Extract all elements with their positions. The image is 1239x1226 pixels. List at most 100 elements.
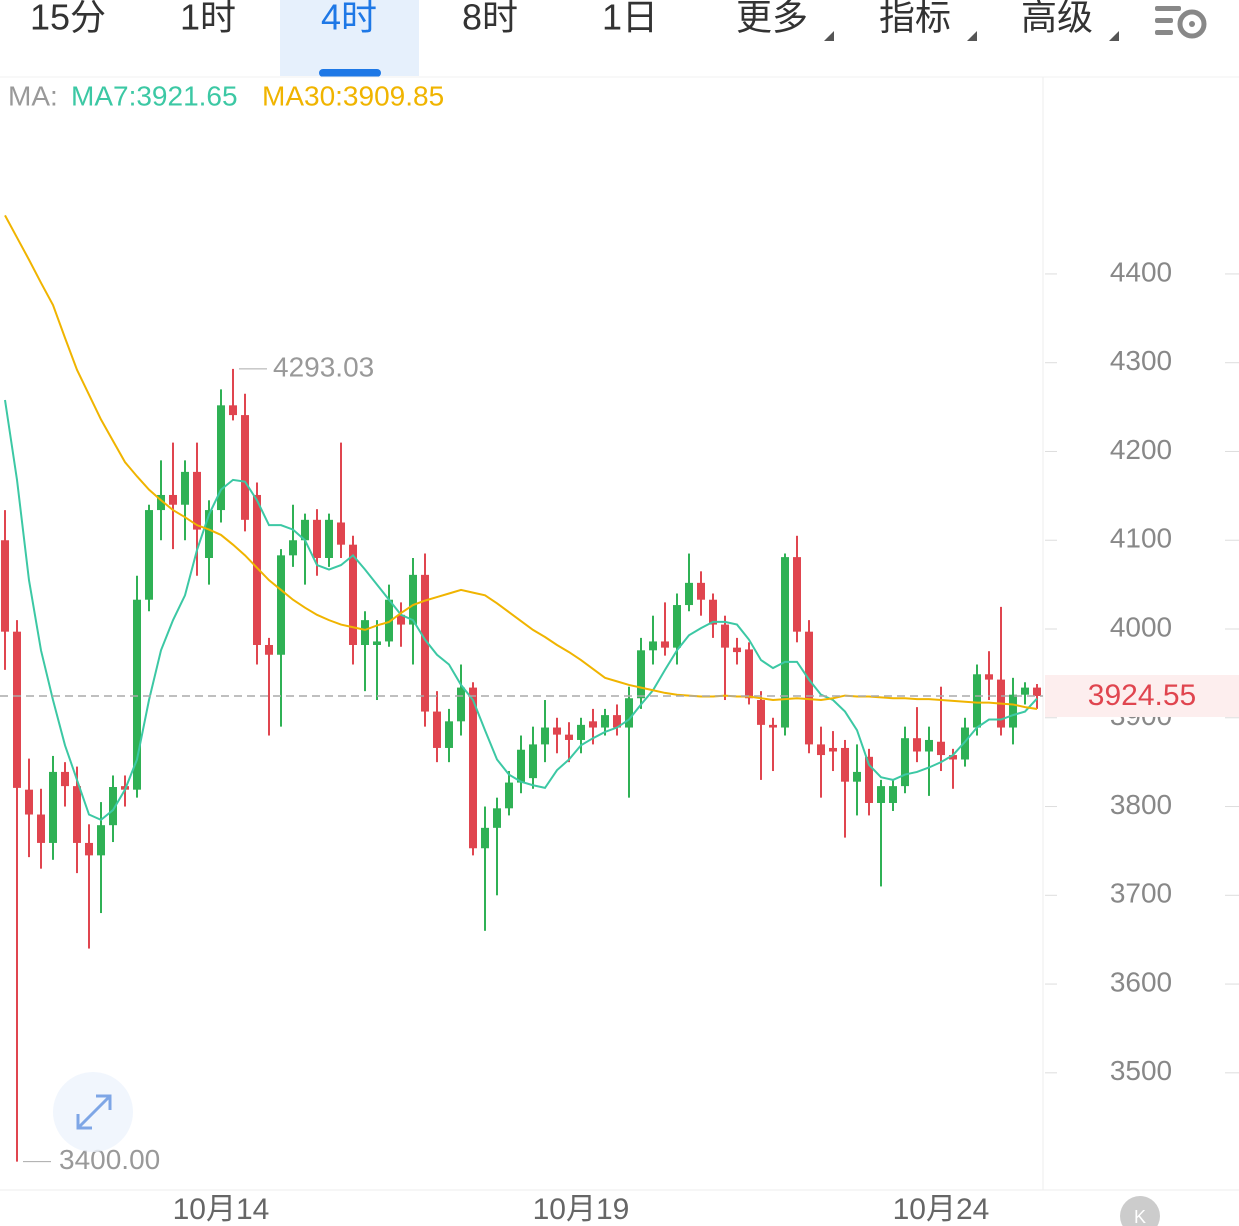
candle-body: [925, 739, 933, 752]
tab[interactable]: 高级: [1021, 0, 1093, 38]
y-tick-label: 3600: [1110, 966, 1172, 997]
candle-body: [385, 599, 393, 642]
candle-body: [61, 771, 69, 787]
candle-body: [397, 614, 405, 625]
y-tick-label: 4100: [1110, 523, 1172, 554]
candle-body: [697, 582, 705, 600]
candle-body: [589, 721, 597, 728]
candle-body: [241, 415, 249, 520]
tab[interactable]: 指标: [879, 0, 951, 38]
candle-body: [781, 557, 789, 728]
brand-logo: K: [1120, 1196, 1160, 1226]
candle-body: [205, 510, 213, 558]
candle-body: [733, 647, 741, 653]
candle-body: [745, 649, 753, 699]
candle-body: [721, 624, 729, 648]
dropdown-caret: [1109, 31, 1119, 41]
candle-body: [133, 599, 141, 790]
candle-body: [649, 641, 657, 651]
candle-body: [325, 519, 333, 558]
tab[interactable]: 8时: [462, 0, 518, 38]
tab[interactable]: 1日: [602, 0, 658, 38]
candle-body: [1033, 687, 1041, 696]
candle-body: [349, 544, 357, 645]
candle-body: [601, 715, 609, 728]
candle-body: [685, 582, 693, 606]
candle-body: [877, 786, 885, 803]
candle-body: [865, 756, 873, 803]
candle-body: [157, 494, 165, 511]
candle-body: [961, 727, 969, 760]
candle-body: [445, 721, 453, 748]
ma-line: [4, 399, 1038, 822]
candle-body: [1021, 687, 1029, 695]
candle-body: [217, 405, 225, 511]
candle-body: [481, 827, 489, 849]
candle-body: [613, 715, 621, 728]
plot: 3500360037003800390040004100420043004400…: [0, 214, 1239, 1226]
candle-body: [817, 744, 825, 756]
settings-icon[interactable]: [1155, 6, 1207, 39]
last-price-label: 3924.55: [1088, 679, 1196, 712]
tab[interactable]: 15分: [30, 0, 106, 38]
candle-body: [637, 650, 645, 699]
tab[interactable]: 更多: [736, 0, 808, 38]
active-tab-indicator: [319, 69, 381, 77]
candle-body: [85, 842, 93, 856]
candle-body: [841, 747, 849, 782]
candle-body: [457, 687, 465, 722]
expand-button[interactable]: [53, 1072, 133, 1152]
x-tick-label: 10月24: [893, 1193, 990, 1226]
candle-body: [673, 605, 681, 648]
high-label: 4293.03: [273, 351, 374, 382]
tab[interactable]: 1时: [180, 0, 236, 38]
candle-body: [937, 741, 945, 756]
y-tick-label: 3700: [1110, 878, 1172, 909]
candle-body: [973, 674, 981, 728]
candle-body: [661, 641, 669, 648]
candle-body: [769, 724, 777, 728]
candle-body: [853, 771, 861, 782]
candle-body: [421, 574, 429, 712]
candle-body: [373, 641, 381, 645]
candle-body: [109, 787, 117, 826]
tab[interactable]: 4时: [321, 0, 377, 38]
tab-bar: 15分 1时 4时 8时 1日 更多 指标 高级: [30, 0, 1119, 77]
candle-body: [181, 471, 189, 505]
candle-body: [37, 814, 45, 843]
candle-body: [493, 808, 501, 828]
candle-body: [409, 574, 417, 625]
ma7-legend: MA7:3921.65: [71, 80, 238, 111]
y-tick-label: 4000: [1110, 611, 1172, 642]
candle-body: [793, 557, 801, 632]
candle-body: [49, 771, 57, 843]
candle-body: [505, 782, 513, 809]
y-tick-label: 4300: [1110, 345, 1172, 376]
candle-body: [985, 674, 993, 680]
ma-prefix: MA:: [8, 80, 58, 111]
dropdown-caret: [824, 31, 834, 41]
candle-body: [709, 599, 717, 625]
x-tick-label: 10月19: [533, 1193, 630, 1226]
candle-body: [529, 744, 537, 779]
ma30-legend: MA30:3909.85: [262, 80, 444, 111]
candle-body: [13, 631, 21, 788]
candle-body: [265, 644, 273, 655]
candle-body: [361, 620, 369, 645]
candle-body: [949, 755, 957, 760]
candle-body: [193, 471, 201, 530]
candle-body: [97, 825, 105, 856]
candle-body: [469, 687, 477, 849]
candle-body: [901, 738, 909, 787]
candle-body: [337, 522, 345, 545]
dropdown-caret: [967, 31, 977, 41]
candle-body: [517, 749, 525, 783]
active-tab-bg: [280, 0, 419, 76]
candle-body: [553, 727, 561, 735]
y-tick-label: 4200: [1110, 434, 1172, 465]
candle-body: [145, 510, 153, 600]
candle-body: [1, 540, 9, 632]
candle-body: [277, 555, 285, 655]
candle-body: [757, 700, 765, 725]
